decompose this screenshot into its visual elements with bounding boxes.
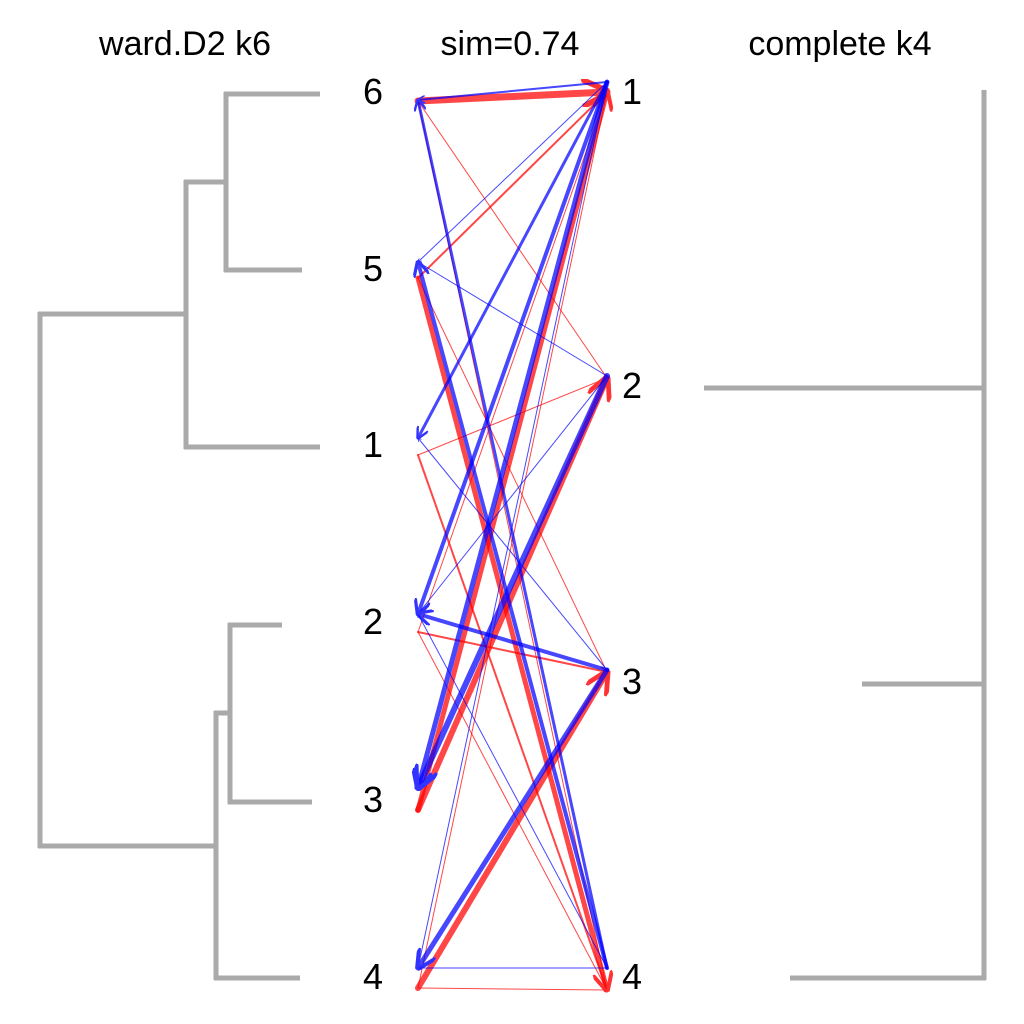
left-leaf-label: 4 [363,956,383,997]
red-edge-4-to-4 [417,987,608,990]
red-edge-2-to-3 [417,631,607,672]
blue-edge-3-to-4 [418,667,610,968]
blue-edge-1-to-3 [418,79,610,788]
red-edge-6-to-2 [417,100,607,378]
right-leaf-label: 2 [622,365,642,406]
blue-edge-4-to-2 [418,614,608,969]
right-leaf-label: 1 [622,71,642,112]
red-edge-4-to-3 [415,672,607,991]
blue-edge-4-to-6 [418,100,609,970]
blue-edge-1-to-2 [418,80,609,614]
left-leaf-label: 6 [363,71,383,112]
left-leaf-label: 5 [363,248,383,289]
right-dendrogram [704,90,987,981]
right-leaf-labels: 1 2 3 4 [622,71,642,997]
blue-edge-3-to-1 [418,438,608,671]
red-edge-layer [414,92,611,991]
blue-edge-1-to-4 [418,81,608,968]
left-leaf-label: 2 [363,601,383,642]
blue-edge-1-to-6 [418,81,608,100]
red-edge-5-to-3 [417,277,607,672]
right-leaf-label: 4 [622,956,642,997]
blue-edge-4-to-5 [418,262,609,970]
red-edge-1-to-2 [417,378,607,456]
blue-edge-layer [418,79,610,970]
red-edge-6-to-1 [414,92,611,101]
left-title: ward.D2 k6 [98,25,271,63]
left-leaf-labels: 6 5 1 2 3 4 [363,71,383,997]
left-leaf-label: 1 [363,424,383,465]
blue-edge-1-to-1 [418,80,609,438]
blue-edge-2-to-3 [418,373,610,788]
center-title: sim=0.74 [441,25,580,63]
red-edge-3-to-1 [415,92,607,813]
blue-edge-1-to-5 [418,81,608,262]
left-dendrogram [37,91,320,981]
red-edge-2-to-1 [417,92,607,633]
right-title: complete k4 [748,25,931,63]
left-leaf-label: 3 [363,779,383,820]
blue-edge-2-to-5 [418,262,608,377]
red-edge-1-to-4 [417,454,607,990]
right-leaf-label: 3 [622,661,642,702]
red-edge-5-to-4 [415,275,607,990]
blue-edge-2-to-2 [418,375,608,614]
blue-edge-3-to-2 [418,614,609,672]
